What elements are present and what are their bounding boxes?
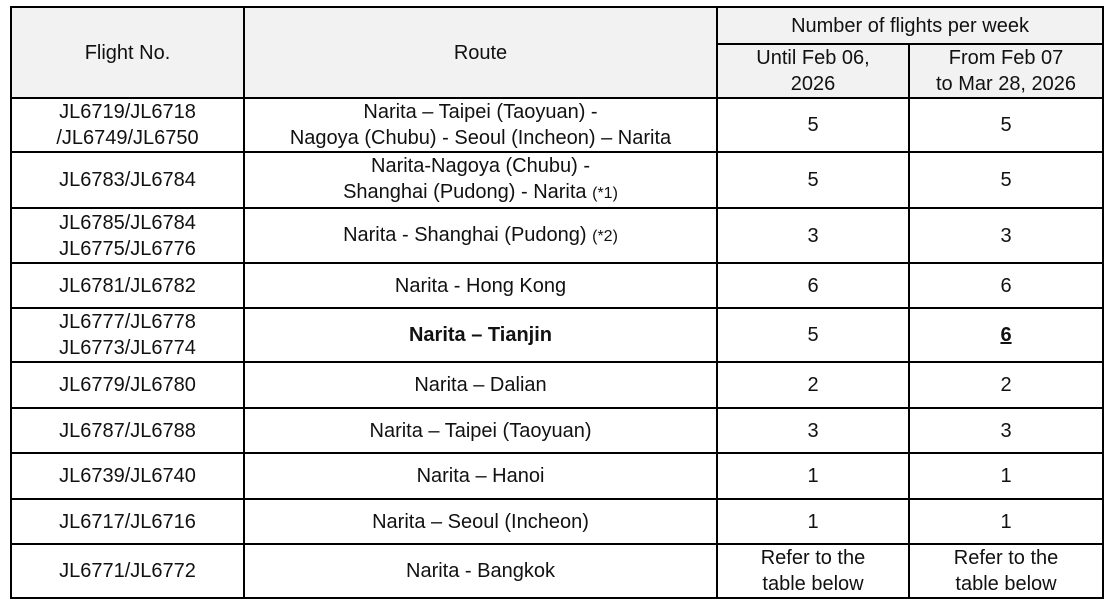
table-row: JL6779/JL6780 Narita – Dalian 2 2 xyxy=(10,361,1105,409)
period-1-cell: 5 xyxy=(716,151,910,209)
flight-schedule-table: Flight No. Route Number of flights per w… xyxy=(10,6,1105,599)
table-row: JL6771/JL6772 Narita - Bangkok Refer to … xyxy=(10,543,1105,599)
route-cell: Narita-Nagoya (Chubu) - Shanghai (Pudong)… xyxy=(243,151,718,209)
period-2-cell: 6 xyxy=(907,307,1105,363)
period-2-cell: 1 xyxy=(907,498,1105,545)
table-row: JL6781/JL6782 Narita - Hong Kong 6 6 xyxy=(10,262,1105,309)
route-cell: Narita – Seoul (Incheon) xyxy=(243,498,718,545)
table-row: JL6719/JL6718/JL6749/JL6750 Narita – Tai… xyxy=(10,97,1105,153)
route-cell: Narita – Taipei (Taoyuan) - Nagoya (Chubu… xyxy=(243,97,718,153)
route-cell: Narita - Shanghai (Pudong) (*2) xyxy=(243,207,718,264)
period-1-cell: 5 xyxy=(716,307,910,363)
header-route: Route xyxy=(243,6,718,99)
route-cell: Narita – Dalian xyxy=(243,361,718,409)
flight-no-cell: JL6719/JL6718/JL6749/JL6750 xyxy=(10,97,245,153)
table-row: JL6739/JL6740 Narita – Hanoi 1 1 xyxy=(10,452,1105,500)
period-2-cell: 6 xyxy=(907,262,1105,309)
flight-no-cell: JL6779/JL6780 xyxy=(10,361,245,409)
period-1-cell: 5 xyxy=(716,97,910,153)
period-2-cell: 2 xyxy=(907,361,1105,409)
table-row: JL6787/JL6788 Narita – Taipei (Taoyuan) … xyxy=(10,407,1105,454)
flight-no-cell: JL6717/JL6716 xyxy=(10,498,245,545)
flight-no-cell: JL6777/JL6778 JL6773/JL6774 xyxy=(10,307,245,363)
flight-no-cell: JL6785/JL6784 JL6775/JL6776 xyxy=(10,207,245,264)
period-2-cell: 3 xyxy=(907,407,1105,454)
route-cell: Narita - Hong Kong xyxy=(243,262,718,309)
header-flights-per-week: Number of flights per week xyxy=(715,6,1105,45)
header-period-1: Until Feb 06, 2026 xyxy=(716,43,910,99)
header-flight-no: Flight No. xyxy=(10,6,245,99)
period-2-cell: Refer to the table below xyxy=(907,543,1105,599)
header-period-2: From Feb 07 to Mar 28, 2026 xyxy=(907,43,1105,99)
period-2-cell: 3 xyxy=(907,207,1105,264)
route-cell: Narita – Hanoi xyxy=(243,452,718,500)
table-row: JL6717/JL6716 Narita – Seoul (Incheon) 1… xyxy=(10,498,1105,545)
period-1-cell: 3 xyxy=(716,407,910,454)
route-cell: Narita – Tianjin xyxy=(243,307,718,363)
period-2-cell: 1 xyxy=(907,452,1105,500)
route-cell: Narita – Taipei (Taoyuan) xyxy=(243,407,718,454)
footnote-ref: (*2) xyxy=(592,227,618,245)
flight-no-cell: JL6783/JL6784 xyxy=(10,151,245,209)
flight-no-cell: JL6781/JL6782 xyxy=(10,262,245,309)
period-1-cell: Refer to the table below xyxy=(716,543,910,599)
period-2-cell: 5 xyxy=(907,151,1105,209)
period-2-cell: 5 xyxy=(907,97,1105,153)
table-row: JL6777/JL6778 JL6773/JL6774 Narita – Tian… xyxy=(10,307,1105,363)
period-1-cell: 1 xyxy=(716,498,910,545)
flight-no-cell: JL6771/JL6772 xyxy=(10,543,245,599)
period-1-cell: 1 xyxy=(716,452,910,500)
footnote-ref: (*1) xyxy=(592,185,618,202)
flight-no-cell: JL6739/JL6740 xyxy=(10,452,245,500)
route-cell: Narita - Bangkok xyxy=(243,543,718,599)
period-1-cell: 6 xyxy=(716,262,910,309)
table-row: JL6785/JL6784 JL6775/JL6776 Narita - Shan… xyxy=(10,207,1105,264)
flight-no-cell: JL6787/JL6788 xyxy=(10,407,245,454)
table-row: JL6783/JL6784 Narita-Nagoya (Chubu) - Sha… xyxy=(10,151,1105,209)
period-1-cell: 2 xyxy=(716,361,910,409)
period-1-cell: 3 xyxy=(716,207,910,264)
